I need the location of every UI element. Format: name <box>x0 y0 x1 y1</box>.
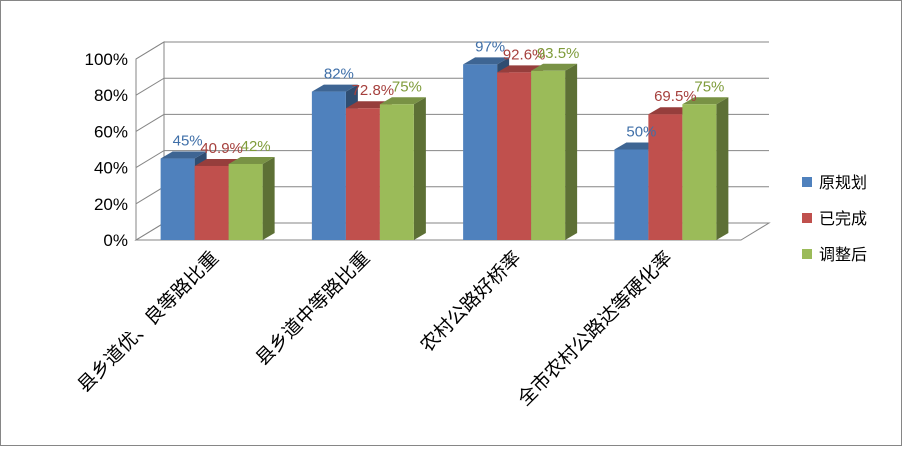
data-label: 69.5% <box>654 88 697 105</box>
bar-front <box>463 64 498 241</box>
legend-item: 调整后 <box>802 246 867 264</box>
bars <box>160 57 729 241</box>
legend-label: 调整后 <box>819 246 867 264</box>
data-label: 92.6% <box>503 46 546 63</box>
data-label: 45% <box>173 133 203 150</box>
bar <box>228 156 275 240</box>
data-label: 40.9% <box>200 140 243 157</box>
y-axis-tick-labels: 0% 20% 40% 60% 80% 100% <box>85 50 128 250</box>
y-tick-label: 60% <box>94 122 128 141</box>
bar <box>379 97 426 240</box>
data-label: 97% <box>475 38 505 55</box>
bar-front <box>345 108 380 241</box>
data-label: 75% <box>694 78 724 95</box>
legend-swatch <box>802 213 812 223</box>
bar-front <box>682 104 717 240</box>
bar-top <box>531 63 578 71</box>
legend-label: 原规划 <box>819 174 867 192</box>
y-tick-label: 40% <box>94 159 128 178</box>
y-tick-label: 100% <box>85 50 128 69</box>
bar-top <box>160 151 207 159</box>
data-label: 75% <box>392 78 422 95</box>
legend-item: 原规划 <box>802 174 867 192</box>
data-label: 93.5% <box>537 45 580 62</box>
bar-side <box>262 156 275 240</box>
bar-top <box>463 57 510 65</box>
legend-label: 已完成 <box>819 210 867 228</box>
bar-front <box>531 70 566 240</box>
y-tick-label: 80% <box>94 86 128 105</box>
bar-front <box>194 165 229 240</box>
bar-front <box>497 72 532 240</box>
data-labels: 45%40.9%42%82%72.8%75%97%92.6%93.5%50%69… <box>173 38 725 157</box>
bar-front <box>648 114 683 240</box>
data-label: 42% <box>241 138 271 155</box>
bar-front <box>614 149 649 240</box>
bar-top <box>228 156 275 164</box>
bar-top <box>311 84 358 92</box>
bar <box>531 63 578 240</box>
bar-top <box>682 97 729 105</box>
legend-swatch <box>802 177 812 187</box>
legend-item: 已完成 <box>802 210 867 228</box>
bar-side <box>565 63 578 240</box>
bar <box>682 97 729 240</box>
data-label: 82% <box>324 66 354 83</box>
legend-swatch <box>802 249 812 259</box>
y-tick-label: 0% <box>103 231 128 250</box>
bar-side <box>413 97 426 240</box>
bar-front <box>379 104 414 240</box>
category-label: 农村公路好桥率 <box>416 247 526 357</box>
bar-front <box>160 158 195 240</box>
chart-side-wall <box>135 41 165 241</box>
gridline <box>135 41 769 60</box>
category-label: 县乡道中等路比重 <box>251 247 374 370</box>
data-label: 50% <box>626 124 656 141</box>
category-label: 县乡道优、良等路比重 <box>73 247 223 397</box>
bar-side <box>716 97 729 240</box>
bar-top <box>379 97 426 105</box>
bar-front <box>228 163 263 240</box>
bar-front <box>311 91 346 240</box>
data-label: 72.8% <box>352 82 395 99</box>
category-label: 全市农村公路达等硬化率 <box>514 247 677 410</box>
y-tick-label: 20% <box>94 195 128 214</box>
